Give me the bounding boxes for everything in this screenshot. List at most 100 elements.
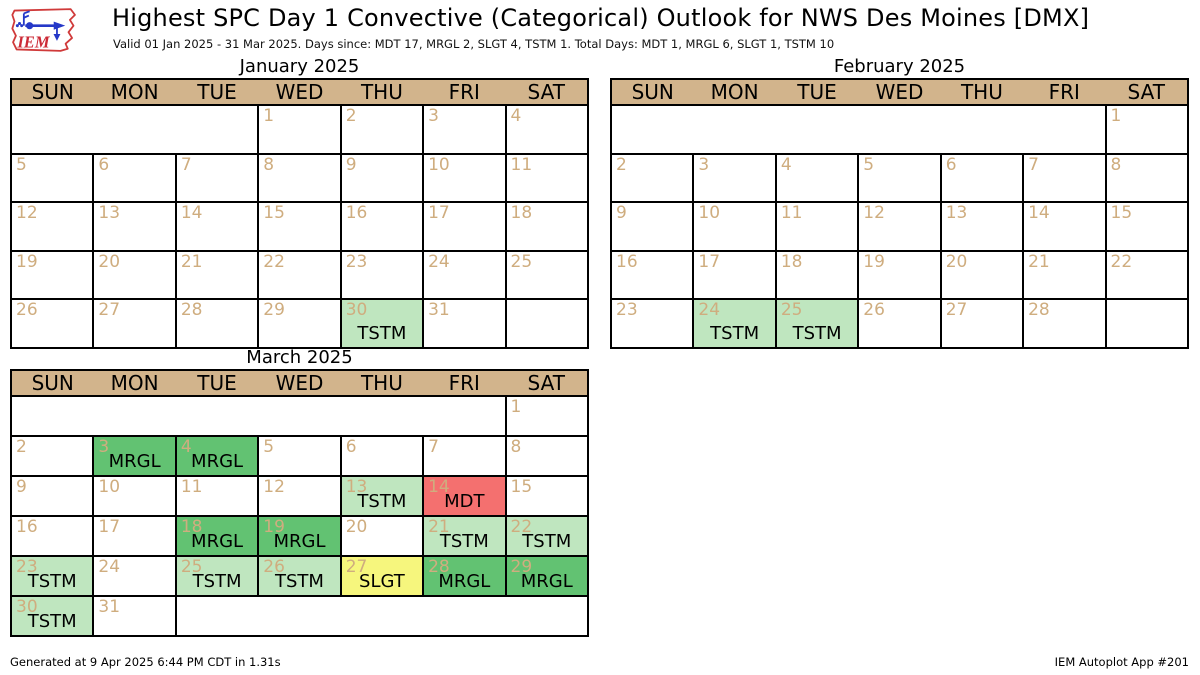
day-cell: 30 TSTM xyxy=(339,298,425,349)
day-cell: 31 xyxy=(422,298,507,349)
day-number: 12 xyxy=(16,203,38,224)
day-number: 19 xyxy=(16,251,38,272)
day-number: 25 xyxy=(510,251,533,272)
day-cell: 8 xyxy=(504,435,590,477)
category-label: TSTM xyxy=(27,611,77,632)
day-number: 5 xyxy=(863,154,875,175)
day-number: 3 xyxy=(98,437,110,457)
category-label: MRGL xyxy=(108,451,161,472)
empty-cell xyxy=(9,104,260,155)
category-label: TSTM xyxy=(27,571,77,592)
day-number: 20 xyxy=(345,517,368,537)
day-cell: 11 xyxy=(774,201,860,252)
day-number: 6 xyxy=(98,154,110,175)
day-cell: 30 TSTM xyxy=(9,595,95,637)
day-number: 2 xyxy=(16,437,27,457)
weekday-header: MON xyxy=(93,369,176,397)
day-cell: 1 xyxy=(504,395,590,437)
day-number: 4 xyxy=(180,437,192,457)
day-number: 26 xyxy=(863,300,885,321)
day-cell: 28 xyxy=(174,298,260,349)
category-label: MRGL xyxy=(191,531,244,552)
day-number: 23 xyxy=(616,300,638,321)
day-cell: 2 xyxy=(9,435,95,477)
day-cell: 27 SLGT xyxy=(339,555,425,597)
day-number: 14 xyxy=(428,477,450,497)
weekday-header: THU xyxy=(340,369,424,397)
day-number: 13 xyxy=(345,477,368,497)
day-cell: 13 xyxy=(92,201,177,252)
day-cell: 1 xyxy=(257,104,342,155)
weekday-header: WED xyxy=(258,369,341,397)
day-cell: 12 xyxy=(857,201,942,252)
day-number: 17 xyxy=(428,203,450,224)
day-cell: 5 xyxy=(857,152,942,204)
day-number: 24 xyxy=(98,557,121,577)
category-label: MRGL xyxy=(438,571,491,592)
day-cell: 14 MDT xyxy=(422,475,507,517)
day-cell: 11 xyxy=(504,152,590,204)
calendar-grid: SUN MON TUE WED THU FRI SAT 1 2 3 4 5 6 7 8 9 10 11 12 13 14… xyxy=(9,78,590,349)
day-cell: 3 xyxy=(692,152,777,204)
day-cell: 8 xyxy=(257,152,342,204)
day-cell: 12 xyxy=(9,201,95,252)
page-subtitle: Valid 01 Jan 2025 - 31 Mar 2025. Days si… xyxy=(113,37,835,51)
day-cell: 27 xyxy=(92,298,177,349)
category-label: TSTM xyxy=(357,491,407,512)
empty-cell xyxy=(610,104,1107,155)
day-cell: 22 xyxy=(257,249,342,301)
weekday-header: SAT xyxy=(505,369,590,397)
day-cell: 6 xyxy=(92,152,177,204)
day-cell: 4 xyxy=(504,104,590,155)
empty-cell xyxy=(504,298,590,349)
iem-logo: IEM xyxy=(11,8,76,52)
iem-logo-text: IEM xyxy=(16,32,50,51)
day-number: 25 xyxy=(180,557,203,577)
day-number: 5 xyxy=(16,154,27,175)
day-number: 7 xyxy=(428,437,439,457)
calendar-grid: SUN MON TUE WED THU FRI SAT 1 2 3 4 5 6 7 8 9 10 11 12 13 14… xyxy=(609,78,1190,349)
day-number: 2 xyxy=(616,154,627,175)
day-cell: 9 xyxy=(9,475,95,517)
day-number: 13 xyxy=(98,203,121,224)
day-number: 7 xyxy=(180,154,192,175)
day-number: 14 xyxy=(1028,203,1050,224)
day-number: 9 xyxy=(345,154,357,175)
day-cell: 21 TSTM xyxy=(422,515,507,557)
day-number: 26 xyxy=(16,300,38,321)
day-number: 8 xyxy=(263,154,275,175)
day-number: 11 xyxy=(780,203,803,224)
day-number: 1 xyxy=(263,106,275,126)
category-label: TSTM xyxy=(192,571,242,592)
day-cell: 7 xyxy=(174,152,260,204)
day-number: 18 xyxy=(180,517,203,537)
weekday-header: FRI xyxy=(423,78,506,106)
day-number: 13 xyxy=(945,203,968,224)
weekday-header: THU xyxy=(340,78,424,106)
day-cell: 10 xyxy=(692,201,777,252)
day-cell: 15 xyxy=(504,475,590,517)
weather-vane-icon xyxy=(15,10,66,41)
day-number: 22 xyxy=(510,517,533,537)
day-cell: 17 xyxy=(422,201,507,252)
day-cell: 10 xyxy=(422,152,507,204)
calendar-month-title: January 2025 xyxy=(239,56,360,77)
day-number: 29 xyxy=(510,557,533,577)
day-number: 11 xyxy=(510,154,533,175)
weekday-header: THU xyxy=(940,78,1024,106)
day-cell: 23 TSTM xyxy=(9,555,95,597)
day-number: 15 xyxy=(1110,203,1133,224)
day-cell: 25 TSTM xyxy=(174,555,260,597)
day-number: 3 xyxy=(428,106,439,126)
calendar-grid: SUN MON TUE WED THU FRI SAT 1 2 3 MRGL 4 MRGL 5 6 7 8 9 10… xyxy=(9,369,590,637)
weekday-header: FRI xyxy=(423,369,506,397)
day-cell: 21 xyxy=(174,249,260,301)
empty-cell xyxy=(174,595,590,637)
day-cell: 5 xyxy=(9,152,95,204)
day-number: 31 xyxy=(98,597,121,617)
category-label: TSTM xyxy=(357,322,407,344)
day-cell: 4 MRGL xyxy=(174,435,260,477)
day-cell: 16 xyxy=(339,201,425,252)
day-number: 6 xyxy=(945,154,957,175)
weekday-header: MON xyxy=(693,78,776,106)
